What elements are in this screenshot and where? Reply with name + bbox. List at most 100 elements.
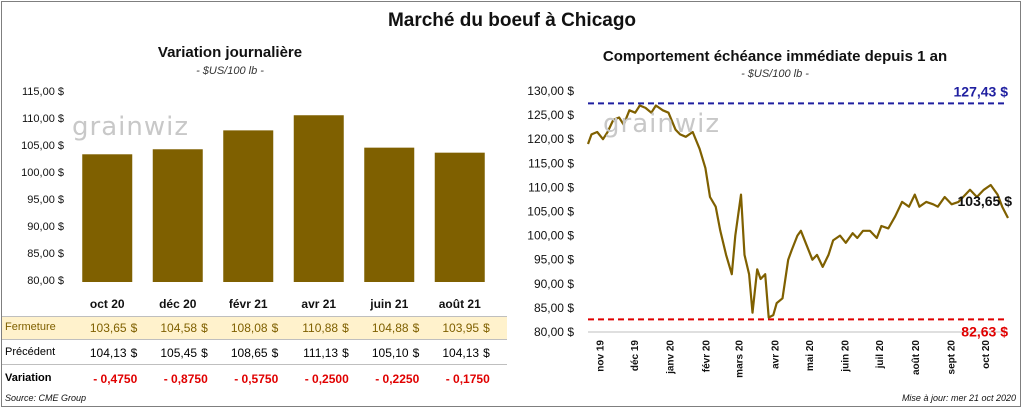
row-label: Précédent — [5, 346, 56, 358]
last-value-label: 103,65 $ — [958, 193, 1013, 209]
y-tick-label: 115,00 $ — [21, 86, 64, 98]
table-cell: - 0,8750 — [163, 372, 208, 386]
table-cell: 103,65 $ — [57, 321, 137, 335]
cell-value: 104,58 — [160, 321, 198, 335]
y-tick-label: 110,00 $ — [528, 180, 574, 194]
cell-value: 111,13 — [303, 346, 339, 360]
bar — [152, 149, 203, 282]
x-tick-label: nov 19 — [596, 340, 607, 372]
y-tick-label: 100,00 $ — [527, 229, 574, 243]
bar — [364, 147, 415, 282]
x-category-label: oct 20 — [89, 297, 125, 311]
y-tick-label: 95,00 $ — [27, 194, 64, 206]
cell-value: 104,88 — [371, 321, 409, 335]
x-tick-label: déc 19 — [630, 340, 641, 372]
bar — [434, 152, 485, 282]
watermark-right: grainwiz — [603, 109, 720, 139]
table-cell: 104,58 $ — [128, 321, 208, 335]
watermark-text: grainwiz — [603, 109, 720, 139]
cell-currency: $ — [483, 321, 490, 335]
y-tick-label: 95,00 $ — [534, 253, 574, 267]
cell-currency: $ — [201, 346, 208, 360]
left-chart-title: Variation journalière — [157, 44, 303, 61]
cell-value: 110,88 — [302, 321, 339, 335]
y-tick-label: 130,00 $ — [527, 84, 574, 98]
x-tick-label: août 20 — [911, 340, 922, 375]
x-tick-label: sept 20 — [946, 340, 957, 375]
x-tick-label: juil 20 — [875, 340, 886, 370]
table-cell: 104,13 $ — [57, 346, 137, 360]
cell-currency: $ — [412, 321, 420, 335]
cell-currency: $ — [342, 346, 349, 360]
cell-value: 103,65 — [89, 321, 127, 335]
table-cell: 108,65 $ — [198, 346, 278, 360]
bar — [223, 130, 274, 282]
source-note: Source: CME Group — [5, 393, 87, 403]
y-tick-label: 120,00 $ — [527, 132, 574, 146]
price-series-line — [586, 104, 1009, 319]
x-category-label: févr 21 — [228, 297, 268, 311]
cell-currency: $ — [412, 346, 420, 360]
update-note: Mise à jour: mer 21 oct 2020 — [901, 393, 1016, 403]
y-tick-label: 80,00 $ — [27, 275, 64, 287]
x-tick-label: févr 20 — [701, 340, 712, 373]
y-tick-label: 100,00 $ — [21, 167, 64, 179]
watermark-text: grainwiz — [72, 112, 189, 142]
table-cell: 104,13 $ — [410, 346, 490, 360]
table-row-precedent: Précédent 104,13 $105,45 $108,65 $111,13 $10… — [2, 342, 507, 365]
x-category-label: déc 20 — [159, 297, 197, 311]
table-row-fermeture: Fermeture 103,65 $104,58 $108,08 $110,88 $10… — [2, 316, 507, 340]
cell-currency: $ — [201, 321, 208, 335]
watermark-left: grainwiz — [72, 112, 189, 142]
y-tick-label: 90,00 $ — [27, 221, 64, 233]
table-cell: 105,10 $ — [339, 346, 419, 360]
table-cell: - 0,2250 — [375, 372, 420, 386]
y-tick-label: 80,00 $ — [534, 325, 574, 339]
cell-value: 104,13 — [442, 346, 480, 360]
cell-currency: $ — [271, 321, 279, 335]
x-category-label: juin 21 — [370, 297, 409, 311]
row-label: Variation — [5, 372, 52, 384]
table-row-variation: Variation - 0,4750 - 0,8750 - 0,5750 - 0,25… — [2, 368, 507, 390]
table-cell: 108,08 $ — [198, 321, 278, 335]
x-category-label: août 21 — [438, 297, 481, 311]
y-tick-label: 110,00 $ — [21, 113, 64, 125]
right-line-chart: 80,00 $ 85,00 $ 90,00 $ 95,00 $ 100,00 $ 105,… — [527, 83, 1013, 378]
table-cell: - 0,4750 — [93, 372, 138, 386]
cell-value: 105,45 — [160, 346, 198, 360]
cell-currency: $ — [130, 346, 138, 360]
cell-currency: $ — [483, 346, 490, 360]
bar — [82, 154, 133, 282]
table-cell: 110,88 $ — [269, 321, 349, 335]
x-tick-label: avr 20 — [770, 340, 781, 369]
cell-value: 103,95 — [442, 321, 480, 335]
low-value-label: 82,63 $ — [961, 323, 1008, 339]
x-category-label: avr 21 — [301, 297, 337, 311]
right-chart-title: Comportement échéance immédiate depuis 1… — [602, 48, 948, 65]
cell-currency: $ — [342, 321, 349, 335]
bar — [293, 115, 344, 282]
x-tick-label: oct 20 — [981, 340, 992, 369]
table-cell: - 0,5750 — [234, 372, 279, 386]
table-cell: 111,13 $ — [269, 346, 349, 360]
cell-value: 105,10 — [371, 346, 409, 360]
left-bar-chart — [82, 115, 485, 282]
table-cell: 104,88 $ — [339, 321, 419, 335]
left-chart-unit: - $US/100 lb - — [196, 65, 264, 77]
cell-currency: $ — [130, 321, 138, 335]
page-title: Marché du boeuf à Chicago — [387, 10, 637, 31]
cell-value: 108,08 — [230, 321, 268, 335]
right-chart-unit: - $US/100 lb - — [741, 68, 809, 80]
x-tick-label: mars 20 — [735, 340, 746, 378]
row-label: Fermeture — [5, 321, 56, 333]
high-value-label: 127,43 $ — [954, 83, 1009, 99]
table-cell: - 0,1750 — [445, 372, 490, 386]
y-tick-label: 105,00 $ — [21, 140, 64, 152]
y-tick-label: 85,00 $ — [27, 248, 64, 260]
x-tick-label: juin 20 — [841, 340, 852, 373]
cell-currency: $ — [271, 346, 279, 360]
y-tick-label: 125,00 $ — [527, 108, 574, 122]
y-tick-label: 85,00 $ — [534, 301, 574, 315]
x-tick-label: mai 20 — [805, 340, 816, 372]
